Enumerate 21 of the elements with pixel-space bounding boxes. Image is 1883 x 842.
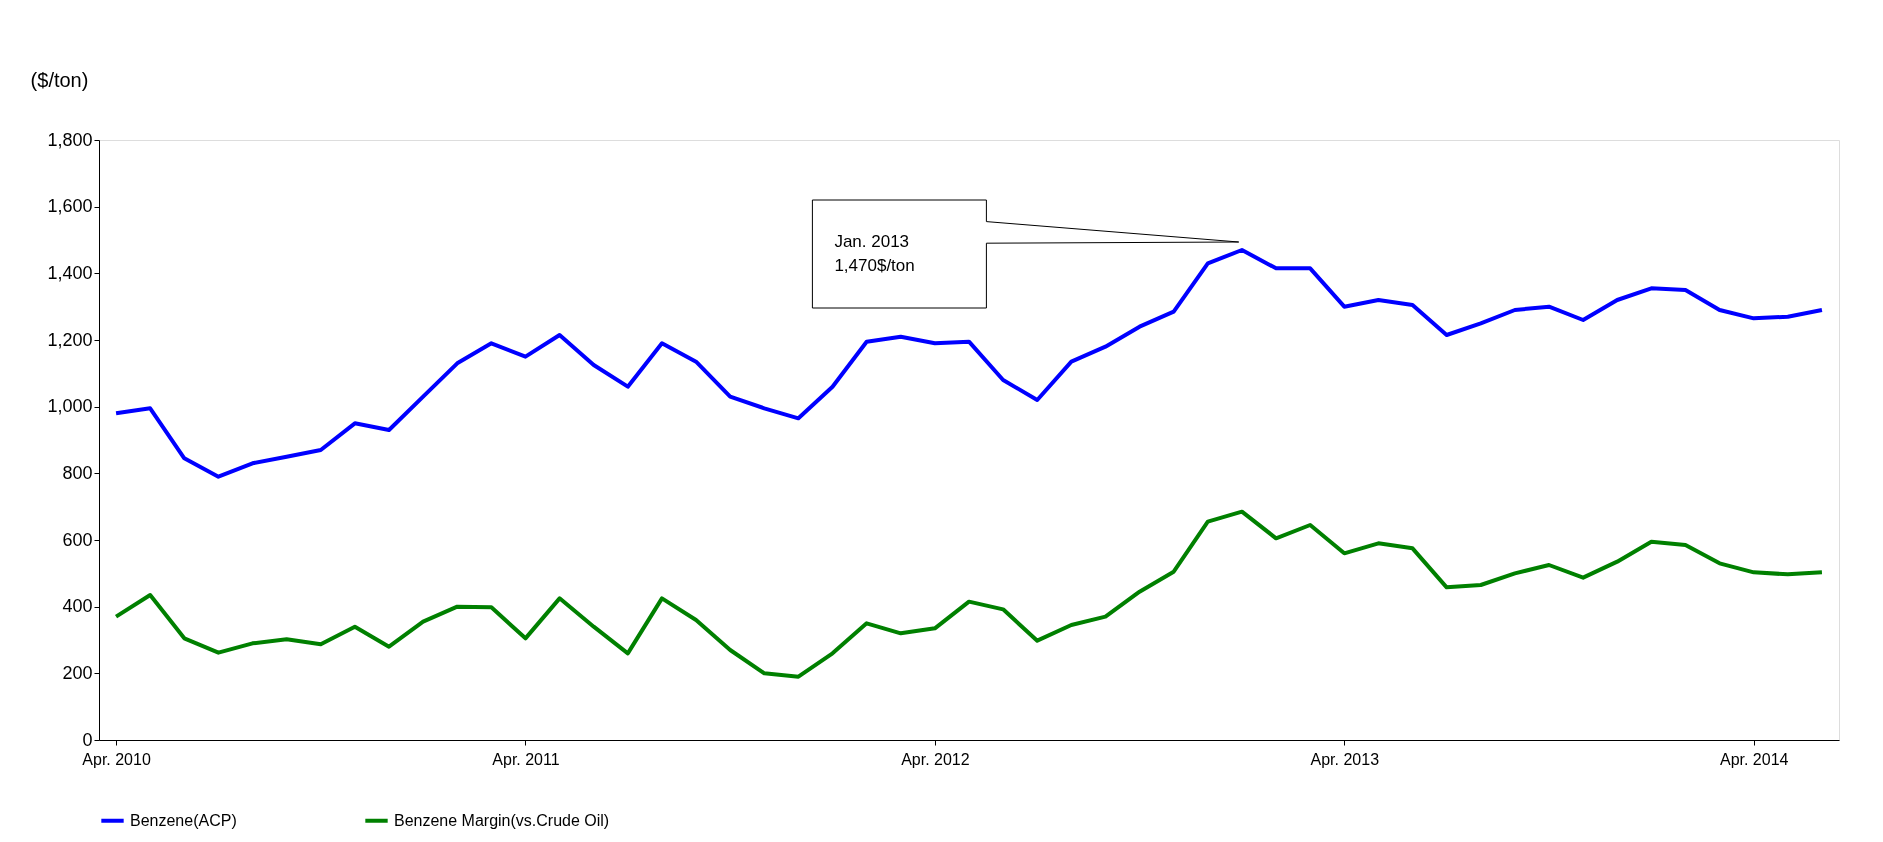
y-tick-label: 1,400 xyxy=(47,262,93,283)
annotation: Jan. 2013 1,470$/ton xyxy=(834,232,915,275)
y-tick-label: 1,200 xyxy=(47,329,93,350)
x-tick-label: Apr. 2014 xyxy=(1719,750,1789,768)
y-tick-label: 600 xyxy=(62,529,93,550)
legend-label: Benzene Margin(vs.Crude Oil) xyxy=(394,811,610,829)
y-tick-label: 0 xyxy=(82,729,93,750)
legend-label: Benzene(ACP) xyxy=(130,811,237,829)
x-tick-label: Apr. 2012 xyxy=(901,750,970,768)
y-tick-label: 1,600 xyxy=(47,196,93,217)
y-tick-label: 800 xyxy=(62,462,93,483)
x-tick-label: Apr. 2013 xyxy=(1310,750,1380,768)
x-tick-label: Apr. 2010 xyxy=(82,750,151,768)
y-tick-label: 400 xyxy=(62,596,93,617)
line-series xyxy=(114,509,1824,679)
y-tick-label: 200 xyxy=(62,662,93,683)
line-series xyxy=(114,248,1824,479)
x-tick-label: Apr. 2011 xyxy=(492,750,560,768)
y-tick-label: 1,000 xyxy=(47,396,93,417)
y-axis-title: ($/ton) xyxy=(30,68,89,91)
y-tick-label: 1,800 xyxy=(47,129,93,150)
